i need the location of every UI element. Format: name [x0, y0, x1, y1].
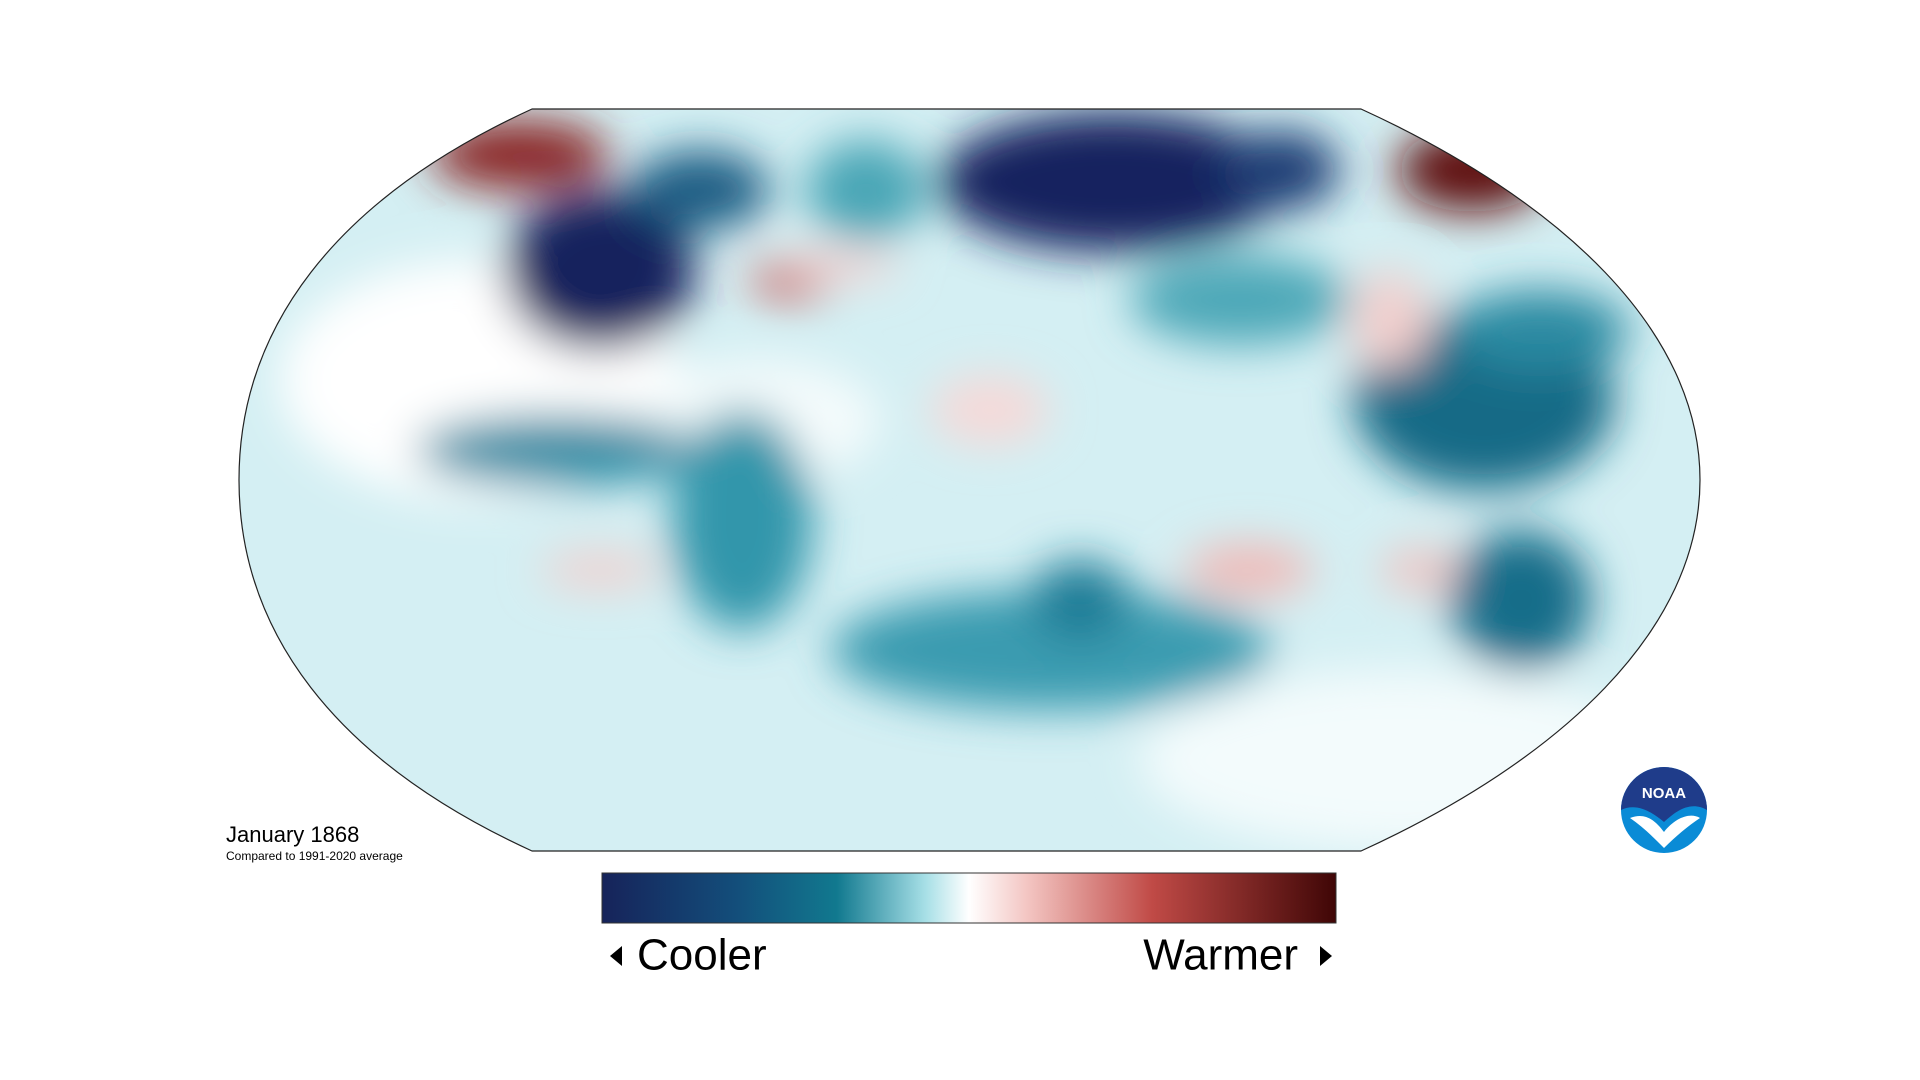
- anomaly-blobs: [280, 112, 1660, 850]
- blob: [1220, 130, 1340, 210]
- blob: [417, 415, 697, 485]
- logo-top: [1621, 767, 1707, 822]
- blob: [505, 190, 695, 350]
- anomaly-field: [239, 109, 1700, 851]
- noaa-logo: NOAA: [1621, 767, 1707, 853]
- blob: [780, 249, 900, 281]
- blob: [1030, 560, 1130, 640]
- cooler-label: Cooler: [637, 931, 767, 980]
- blob: [1397, 128, 1547, 212]
- blob: [430, 120, 610, 190]
- blob: [930, 375, 1050, 445]
- blob: [1450, 290, 1630, 370]
- right-arrow: [1320, 946, 1332, 966]
- logo-bird: [1630, 815, 1700, 848]
- blob: [630, 150, 770, 230]
- color-scale: [601, 872, 1337, 924]
- blob: [831, 590, 1271, 710]
- blob: [1140, 670, 1660, 850]
- blob: [1130, 255, 1350, 345]
- blob: [672, 410, 812, 630]
- map-title: January 1868: [226, 822, 359, 847]
- map-outline: [238, 108, 1701, 852]
- logo-text: NOAA: [1642, 785, 1686, 802]
- warmer-label: Warmer: [1143, 931, 1298, 980]
- blob: [1451, 530, 1591, 670]
- blob: [938, 112, 1288, 252]
- map-subtitle: Compared to 1991-2020 average: [226, 849, 403, 863]
- blob: [806, 140, 926, 240]
- blob: [1350, 270, 1430, 370]
- blob: [540, 552, 660, 588]
- blob: [1380, 550, 1460, 590]
- blob: [1184, 544, 1314, 596]
- left-arrow: [610, 946, 622, 966]
